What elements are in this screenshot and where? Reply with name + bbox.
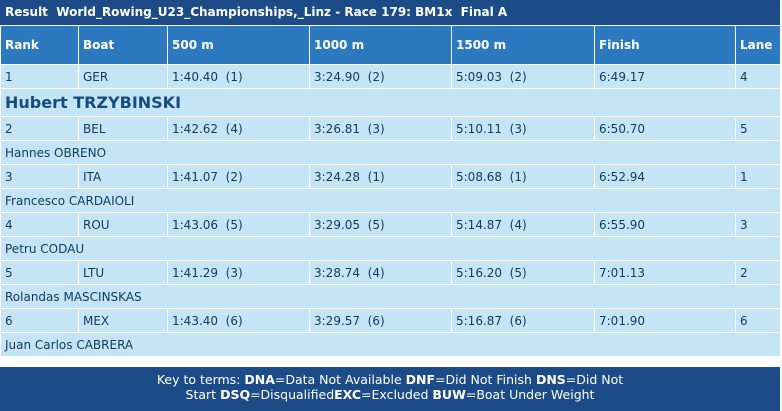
athlete-name: Francesco CARDAIOLI [0,188,781,213]
key-text: Key to terms: DNA=Data Not Available DNF… [140,372,640,402]
result-cell: 6:52.94 [594,164,736,189]
athlete-row: Rolandas MASCINSKAS [0,284,781,309]
result-cell: 6 [735,308,781,333]
athlete-name: Petru CODAU [0,236,781,261]
column-header: Rank [0,25,79,65]
result-cell: 3:29.05 (5) [309,212,452,237]
result-cell: MEX [78,308,168,333]
athlete-name: Hubert TRZYBINSKI [0,88,781,117]
result-cell: 1:42.62 (4) [167,116,310,141]
result-cell: 3:28.74 (4) [309,260,452,285]
result-cell: 6:50.70 [594,116,736,141]
result-cell: 1:41.29 (3) [167,260,310,285]
column-header: 500 m [167,25,310,65]
result-cell: 5:08.68 (1) [451,164,595,189]
result-cell: 3 [735,212,781,237]
header-row: Rank Boat 500 m 1000 m 1500 m Finish Lane [0,25,781,65]
result-cell: 5:14.87 (4) [451,212,595,237]
term-meaning: =Did Not Start [185,372,624,402]
result-cell: ITA [78,164,168,189]
result-cell: 4 [0,212,79,237]
result-cell: 1:43.40 (6) [167,308,310,333]
athlete-name: Rolandas MASCINSKAS [0,284,781,309]
result-row: 1 GER 1:40.40 (1) 3:24.90 (2) 5:09.03 (2) 6:4… [0,64,781,89]
table-body: 1 GER 1:40.40 (1) 3:24.90 (2) 5:09.03 (2) 6:4… [0,64,781,357]
result-row: 3 ITA 1:41.07 (2) 3:24.28 (1) 5:08.68 (1) 6:5… [0,164,781,189]
result-cell: 5 [0,260,79,285]
result-cell: GER [78,64,168,89]
term-code: DSQ [220,387,251,402]
result-cell: 7:01.13 [594,260,736,285]
term-meaning: =Excluded [361,387,433,402]
athlete-row: Juan Carlos CABRERA [0,332,781,357]
result-cell: 1 [0,64,79,89]
athlete-row: Petru CODAU [0,236,781,261]
result-cell: 3:24.28 (1) [309,164,452,189]
term-code: DNS [535,372,566,387]
athlete-row: Hubert TRZYBINSKI [0,88,781,117]
term-code: EXC [334,387,362,402]
result-cell: 2 [735,260,781,285]
result-cell: 1 [735,164,781,189]
column-header: 1500 m [451,25,595,65]
result-row: 6 MEX 1:43.40 (6) 3:29.57 (6) 5:16.87 (6) 7:0… [0,308,781,333]
result-cell: 5:16.87 (6) [451,308,595,333]
column-header: Lane [735,25,781,65]
result-cell: 1:40.40 (1) [167,64,310,89]
athlete-name: Hannes OBRENO [0,140,781,165]
result-cell: 1:41.07 (2) [167,164,310,189]
result-cell: 5 [735,116,781,141]
result-cell: LTU [78,260,168,285]
results-table: Rank Boat 500 m 1000 m 1500 m Finish Lane 1 GER… [0,25,781,357]
result-cell: 3:24.90 (2) [309,64,452,89]
footer: Key to terms: DNA=Data Not Available DNF… [0,367,780,411]
result-row: 5 LTU 1:41.29 (3) 3:28.74 (4) 5:16.20 (5) 7:0… [0,260,781,285]
column-header: Finish [594,25,736,65]
result-cell: 3:29.57 (6) [309,308,452,333]
column-header: 1000 m [309,25,452,65]
key-label: Key to terms: [156,372,245,387]
result-cell: 3:26.81 (3) [309,116,452,141]
title-bar: Result World_Rowing_U23_Championships,_L… [0,0,780,25]
term-meaning: =Did Not Finish [435,372,536,387]
term-code: BUW [432,387,466,402]
result-cell: 5:16.20 (5) [451,260,595,285]
result-cell: 3 [0,164,79,189]
result-cell: 1:43.06 (5) [167,212,310,237]
result-cell: BEL [78,116,168,141]
result-row: 2 BEL 1:42.62 (4) 3:26.81 (3) 5:10.11 (3) 6:5… [0,116,781,141]
column-header: Boat [78,25,168,65]
result-cell: 6:55.90 [594,212,736,237]
athlete-row: Hannes OBRENO [0,140,781,165]
result-cell: 6:49.17 [594,64,736,89]
result-cell: 4 [735,64,781,89]
result-cell: 5:09.03 (2) [451,64,595,89]
term-code: DNF [405,372,436,387]
result-cell: 6 [0,308,79,333]
result-row: 4 ROU 1:43.06 (5) 3:29.05 (5) 5:14.87 (4) 6:5… [0,212,781,237]
term-meaning: =Disqualified [250,387,335,402]
athlete-name: Juan Carlos CABRERA [0,332,781,357]
result-cell: 7:01.90 [594,308,736,333]
result-cell: 2 [0,116,79,141]
term-code: DNA [244,372,275,387]
term-meaning: =Boat Under Weight [465,387,595,402]
result-cell: 5:10.11 (3) [451,116,595,141]
athlete-row: Francesco CARDAIOLI [0,188,781,213]
term-meaning: =Data Not Available [274,372,406,387]
result-cell: ROU [78,212,168,237]
